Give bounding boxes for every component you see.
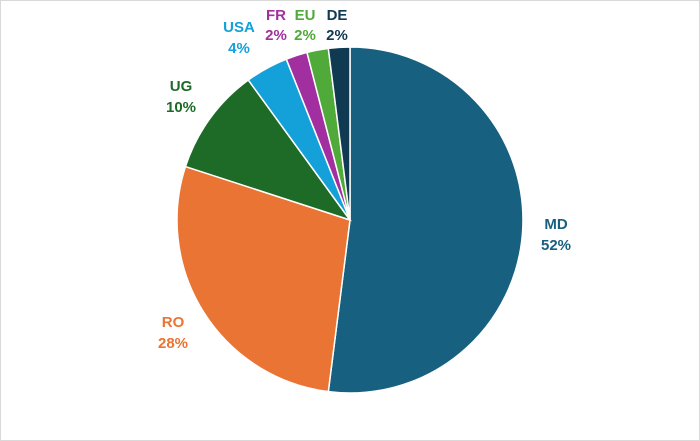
slice-percent-ug: 10% bbox=[166, 99, 196, 116]
pie-slices bbox=[176, 46, 524, 394]
pie-slice-de bbox=[327, 46, 351, 221]
slice-percent-de: 2% bbox=[326, 27, 348, 44]
pie-slice-ro bbox=[176, 165, 351, 393]
slice-percent-eu: 2% bbox=[294, 27, 316, 44]
slice-label-ug: UG bbox=[170, 78, 193, 95]
slice-label-ro: RO bbox=[162, 314, 185, 331]
slice-percent-md: 52% bbox=[541, 237, 571, 254]
slice-label-usa: USA bbox=[223, 19, 255, 36]
slice-label-eu: EU bbox=[295, 7, 316, 24]
slice-percent-usa: 4% bbox=[228, 40, 250, 57]
slice-label-fr: FR bbox=[266, 7, 286, 24]
pie-slice-ug bbox=[184, 78, 352, 222]
slice-percent-fr: 2% bbox=[265, 27, 287, 44]
slice-label-md: MD bbox=[544, 216, 567, 233]
slice-percent-ro: 28% bbox=[158, 335, 188, 352]
slice-label-de: DE bbox=[327, 7, 348, 24]
pie-slice-md bbox=[327, 46, 524, 394]
pie-labels: MD 52% RO 28% UG 10% USA 4% FR 2% EU 2% DE 2% bbox=[158, 7, 571, 352]
